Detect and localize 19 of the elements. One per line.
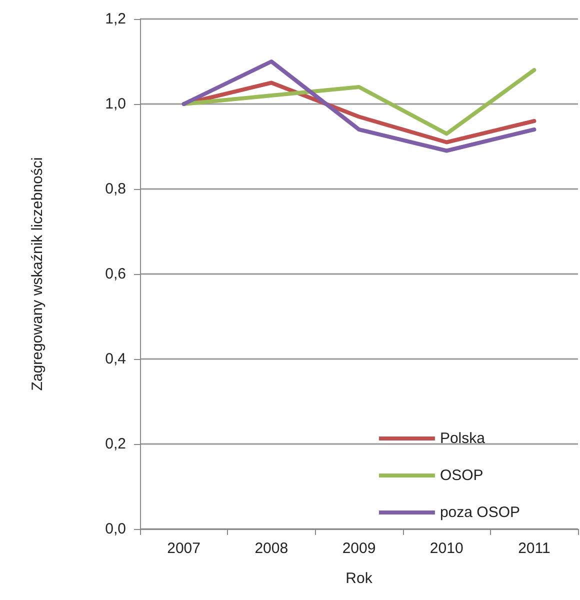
y-tick-label: 1,0 <box>105 96 126 112</box>
y-tick-label: 0,8 <box>105 180 126 198</box>
x-tick-label: 2010 <box>430 540 464 557</box>
x-tick-label: 2008 <box>254 540 288 557</box>
legend-label: Polska <box>440 430 486 447</box>
y-tick-label: 0,2 <box>105 436 126 452</box>
y-tick-label: 0,4 <box>105 350 126 368</box>
x-tick-label: 2007 <box>167 540 200 557</box>
x-tick-label: 2009 <box>342 540 376 557</box>
legend-label: OSOP <box>440 467 484 484</box>
x-axis-title: Rok <box>346 570 373 587</box>
y-axis-title: Zagregowany wskaźnik liczebności <box>29 157 46 391</box>
y-tick-label: 0,6 <box>105 266 126 282</box>
line-series <box>182 68 536 136</box>
x-tick-label: 2011 <box>518 540 550 557</box>
line-series <box>182 60 536 153</box>
legend-label: poza OSOP <box>440 504 520 521</box>
y-tick-label: 0,0 <box>105 520 126 538</box>
y-tick-label: 1,2 <box>105 10 126 28</box>
